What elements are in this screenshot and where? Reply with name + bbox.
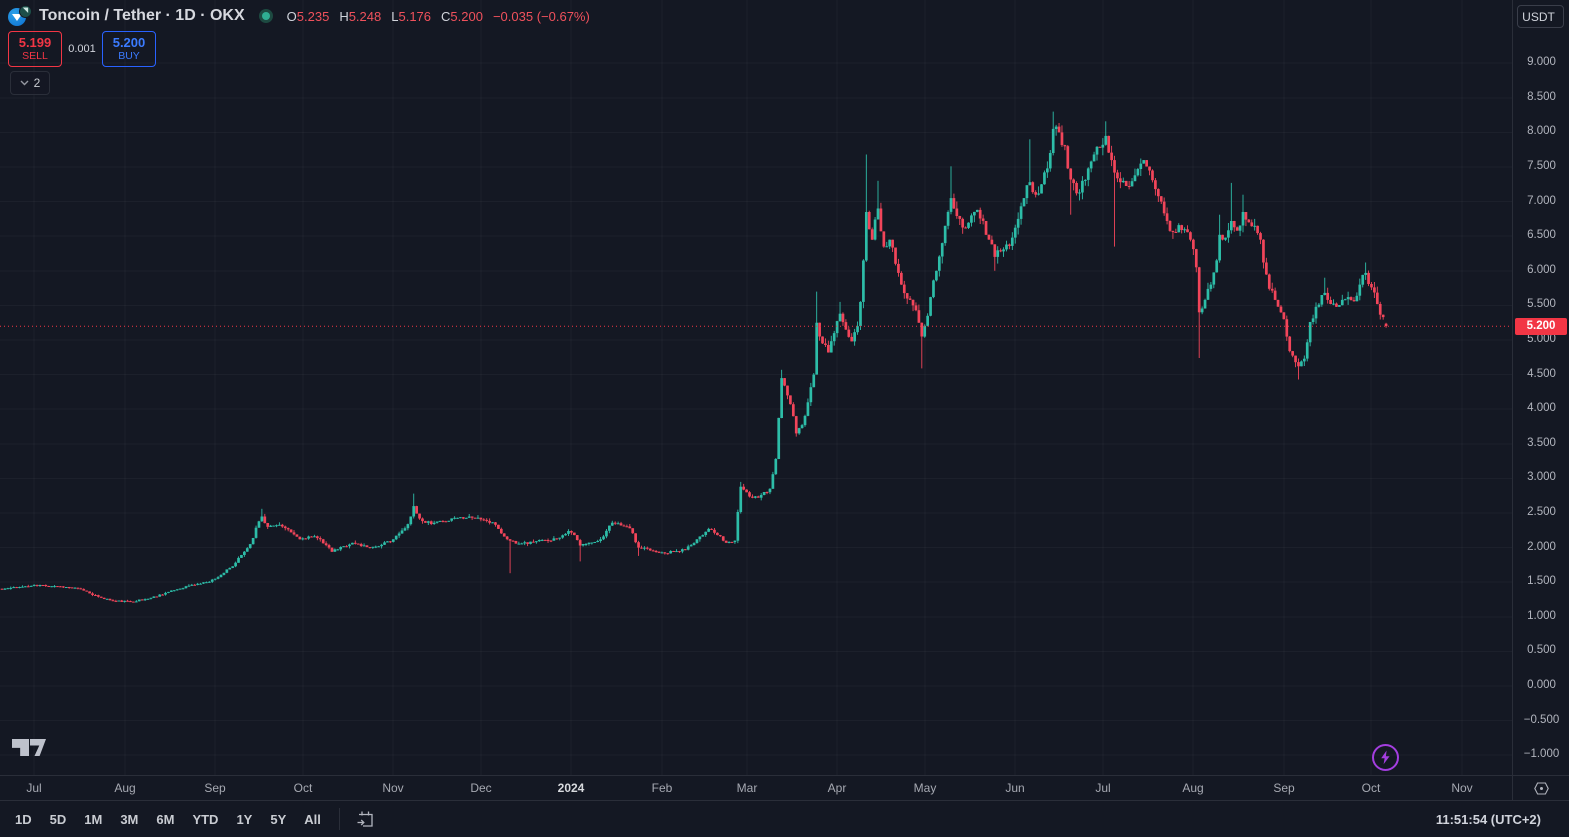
buy-label: BUY [118,50,140,63]
toolbar-divider [338,808,340,830]
price-tick-label: 4.000 [1527,402,1556,415]
lightning-button[interactable] [1372,744,1399,771]
price-tick-label: 9.000 [1527,56,1556,69]
price-tick-label: −1.000 [1523,748,1560,761]
price-tick-label: −0.500 [1523,713,1560,726]
range-button-6m[interactable]: 6M [147,808,183,831]
sell-label: SELL [22,50,48,63]
currency-label: USDT [1522,9,1555,24]
time-tick-label: Jun [1005,781,1025,795]
price-tick-label: 0.500 [1527,644,1556,657]
buy-button[interactable]: 5.200 BUY [102,31,156,67]
ohlc-values: O5.235 H5.248 L5.176 C5.200 −0.035 (−0.6… [287,9,590,24]
range-button-1y[interactable]: 1Y [227,808,261,831]
trade-buttons-row: 5.199 SELL 0.001 5.200 BUY [8,31,156,67]
timezone-settings-button[interactable] [1512,776,1569,800]
time-tick-label: Sep [204,781,226,795]
market-status-icon[interactable] [258,9,273,23]
tradingview-logo-icon [12,739,29,756]
price-tick-label: 7.500 [1527,160,1556,172]
time-tick-label: Oct [1361,781,1381,795]
time-tick-label: Jul [1095,781,1111,795]
chevron-down-icon [20,80,29,86]
toncoin-logo-icon: ◥ [8,5,32,27]
price-tick-label: 1.500 [1527,575,1556,588]
chart-area[interactable]: ◥ Toncoin / Tether · 1D · OKX O5.235 H5.… [0,0,1512,775]
range-button-3m[interactable]: 3M [111,808,147,831]
price-tick-label: 4.500 [1527,367,1556,380]
time-tick-label: Nov [1451,781,1473,795]
ohlc-high: H5.248 [339,8,382,24]
clock-timezone-button[interactable]: 11:51:54 (UTC+2) [1435,811,1541,827]
price-tick-label: 2.500 [1527,506,1556,518]
go-to-date-button[interactable] [349,807,382,832]
range-button-ytd[interactable]: YTD [183,808,227,831]
price-tick-label: 3.000 [1527,471,1556,484]
price-tick-label: 5.500 [1527,298,1556,311]
price-axis[interactable]: USDT 9.000 8.500 8.000 7.500 7.000 6.500 6.000… [1512,0,1569,775]
spread-value: 0.001 [68,43,96,55]
range-button-5y[interactable]: 5Y [261,808,295,831]
time-tick-label: May [913,781,937,795]
price-tick-label: 8.500 [1527,90,1556,103]
ohlc-low: L5.176 [391,8,432,24]
range-button-1d[interactable]: 1D [6,808,41,831]
lightning-icon [1381,750,1390,765]
range-button-1m[interactable]: 1M [75,808,111,831]
currency-unit-button[interactable]: USDT [1517,5,1564,28]
price-tick-label: 2.000 [1527,540,1556,553]
symbol-legend: ◥ Toncoin / Tether · 1D · OKX O5.235 H5.… [8,5,590,27]
sell-button[interactable]: 5.199 SELL [8,31,62,67]
go-to-date-icon [357,811,373,827]
tradingview-logo[interactable] [12,739,50,759]
time-tick-label: Sep [1273,781,1295,795]
price-tick-label: 0.000 [1527,679,1556,691]
collapse-count: 2 [33,76,41,90]
provider-badge-icon: ◥ [19,5,32,18]
symbol-title[interactable]: Toncoin / Tether · 1D · OKX [39,7,245,24]
price-tick-label: 5.000 [1527,333,1556,345]
price-tick-label: 8.000 [1527,125,1556,138]
ohlc-close: C5.200 [441,8,483,24]
sell-price: 5.199 [18,34,52,50]
time-tick-label: Mar [736,781,758,795]
buy-price: 5.200 [112,34,146,50]
hexagon-dot-icon [1534,781,1549,795]
ohlc-change: −0.035 (−0.67%) [492,8,590,24]
time-tick-label: Apr [827,781,847,795]
price-tick-label: 6.500 [1527,229,1556,242]
price-tick-label: 7.000 [1527,194,1556,207]
time-axis[interactable]: Jul Aug Sep Oct Nov Dec 2024 Feb Mar Apr May Jun Jul… [0,775,1569,800]
range-button-5d[interactable]: 5D [41,808,76,831]
time-tick-label: Jul [26,781,42,795]
time-tick-label: Aug [1182,781,1204,795]
time-tick-label: 2024 [557,781,585,795]
time-tick-label: Feb [651,781,673,795]
time-tick-label: Aug [114,781,136,795]
chart-canvas[interactable] [0,0,1512,775]
price-tick-label: 3.500 [1527,436,1556,449]
tradingview-logo-icon [30,739,46,756]
price-tick-label: 1.000 [1527,609,1556,622]
time-tick-label: Nov [382,781,404,795]
range-button-all[interactable]: All [295,808,330,831]
price-tick-label: 6.000 [1527,263,1556,276]
range-buttons: 1D 5D 1M 3M 6M YTD 1Y 5Y All [6,808,330,831]
time-tick-label: Dec [470,781,492,795]
bottom-toolbar: 1D 5D 1M 3M 6M YTD 1Y 5Y All 11:51:54 (UTC+2) [0,800,1569,837]
ohlc-open: O5.235 [286,8,330,24]
time-tick-label: Oct [293,781,313,795]
current-price-label: 5.200 [1515,317,1567,335]
object-tree-collapse-button[interactable]: 2 [10,71,50,95]
